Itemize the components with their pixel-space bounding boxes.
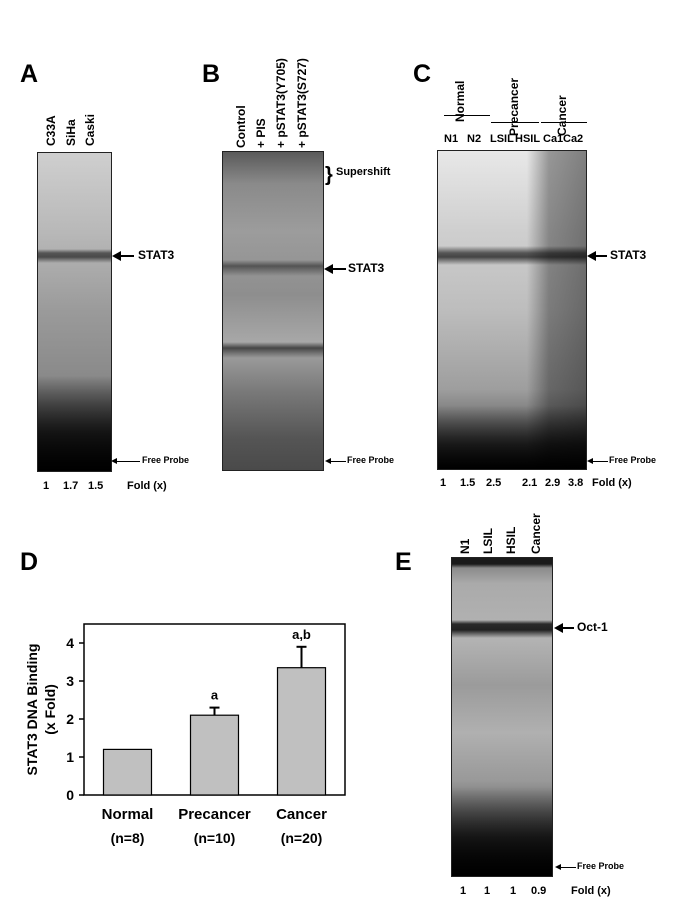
gel-image-e: [451, 557, 553, 877]
free-probe-arrow-b: [330, 461, 346, 462]
category-label: Precancer: [178, 806, 251, 823]
lane-label: N1: [444, 133, 459, 145]
arrow-head-icon: [325, 458, 331, 464]
y-tick-label: 3: [66, 673, 74, 689]
gel-image-b: [222, 151, 324, 471]
category-sublabel: (n=20): [281, 830, 323, 846]
y-axis-label: STAT3 DNA Binding: [24, 644, 40, 776]
lane-label: N1: [458, 538, 472, 554]
lane-label: Cancer: [529, 513, 543, 554]
panel-d-letter: D: [20, 548, 39, 576]
supershift-label: Supershift: [336, 166, 391, 178]
y-tick-label: 4: [66, 635, 74, 651]
free-probe-arrow-a: [116, 461, 140, 462]
lane-label: Caski: [83, 113, 97, 146]
panel-e-letter: E: [395, 548, 412, 576]
free-probe-label-e: Free Probe: [577, 861, 625, 871]
group-bracket: [541, 122, 587, 123]
stat3-arrow-c: [593, 255, 607, 257]
panel-b-letter: B: [202, 60, 221, 88]
stat3-label-c: STAT3: [610, 248, 647, 262]
lane-label: + pSTAT3(Y705): [274, 58, 288, 148]
fold-value: 2.5: [486, 477, 502, 489]
free-probe-arrow-c: [592, 461, 608, 462]
y-tick-label: 2: [66, 711, 74, 727]
lane-label: C33A: [44, 115, 58, 146]
bar: [276, 667, 327, 796]
fold-value: 1.5: [88, 480, 104, 492]
bar: [189, 714, 240, 796]
arrow-head-icon: [587, 251, 596, 261]
fold-value: 0.9: [531, 885, 547, 897]
fold-value: 2.9: [545, 477, 561, 489]
fold-value: 3.8: [568, 477, 584, 489]
group-label: Precancer: [507, 77, 521, 136]
category-sublabel: (n=8): [111, 830, 145, 846]
free-probe-label-b: Free Probe: [347, 455, 395, 465]
lane-label: LSIL: [481, 528, 495, 554]
arrow-head-icon: [111, 458, 117, 464]
fold-label: Fold (x): [127, 480, 167, 492]
lane-label: LSIL: [490, 133, 514, 145]
oct1-label-e: Oct-1: [577, 620, 608, 634]
free-probe-label-c: Free Probe: [609, 455, 657, 465]
panel-c-letter: C: [413, 60, 432, 88]
bar: [102, 748, 153, 796]
fold-value: 1: [510, 885, 517, 897]
supershift-bracket: }: [325, 164, 333, 186]
stat3-label-a: STAT3: [138, 248, 175, 262]
lane-label: Control: [234, 105, 248, 148]
lane-label: + pSTAT3(S727): [295, 58, 309, 148]
category-label: Normal: [102, 806, 154, 823]
category-label: Cancer: [276, 806, 327, 823]
arrow-head-icon: [554, 623, 563, 633]
arrow-head-icon: [555, 864, 561, 870]
bar-chart-d: 0 1 2 3 4 STAT3 DNA Binding (x Fold) Normal (n=8…: [24, 623, 346, 846]
oct1-arrow-e: [560, 627, 574, 629]
stat3-arrow-a: [118, 255, 134, 257]
gel-image-a: [37, 152, 112, 472]
significance-label: a: [211, 688, 219, 703]
group-label: Cancer: [555, 95, 569, 136]
free-probe-arrow-e: [560, 867, 576, 868]
y-axis-label: (x Fold): [42, 684, 58, 735]
stat3-arrow-b: [330, 268, 346, 270]
fold-value: 1: [460, 885, 467, 897]
lane-label: N2: [467, 133, 482, 145]
gel-image-c: [437, 150, 587, 470]
fold-label: Fold (x): [571, 885, 611, 897]
arrow-head-icon: [587, 458, 593, 464]
lane-label: SiHa: [64, 119, 78, 146]
y-tick-label: 0: [66, 787, 74, 803]
fold-value: 1.5: [460, 477, 476, 489]
lane-label: HSIL: [515, 133, 541, 145]
significance-label: a,b: [292, 627, 311, 642]
group-bracket: [444, 115, 490, 116]
fold-value: 1: [43, 480, 50, 492]
fold-value: 1.7: [63, 480, 79, 492]
category-sublabel: (n=10): [194, 830, 236, 846]
fold-value: 1: [440, 477, 447, 489]
group-bracket: [491, 122, 539, 123]
lane-label: + PIS: [254, 118, 268, 148]
lane-label: Ca2: [563, 133, 584, 145]
lane-label: HSIL: [504, 526, 518, 554]
stat3-label-b: STAT3: [348, 261, 385, 275]
arrow-head-icon: [324, 264, 333, 274]
fold-value: 2.1: [522, 477, 538, 489]
arrow-head-icon: [112, 251, 121, 261]
lane-label: Ca1: [543, 133, 564, 145]
free-probe-label-a: Free Probe: [142, 455, 190, 465]
fold-value: 1: [484, 885, 491, 897]
panel-a-letter: A: [20, 60, 39, 88]
y-tick-label: 1: [66, 749, 74, 765]
fold-label: Fold (x): [592, 477, 632, 489]
